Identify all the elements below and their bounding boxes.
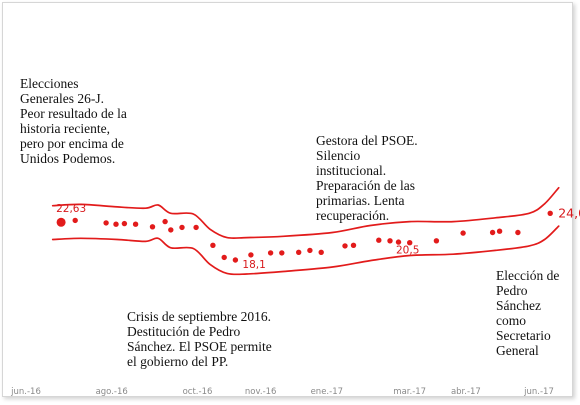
data-point — [350, 242, 357, 248]
annotation-eleccion-sanchez: Elección de Pedro Sánchez como Secretari… — [496, 268, 560, 358]
lower-band-line — [51, 225, 560, 276]
value-label: 20,5 — [396, 245, 419, 257]
data-point — [267, 250, 274, 256]
data-point — [149, 224, 156, 230]
x-tick-label: mar.-17 — [393, 387, 426, 397]
x-tick-label: ago.-16 — [96, 387, 128, 397]
data-point — [547, 210, 553, 216]
data-point — [496, 228, 503, 234]
data-point — [232, 257, 239, 263]
data-point — [121, 220, 128, 227]
data-point — [279, 250, 285, 256]
data-point — [168, 227, 174, 233]
data-point — [433, 238, 440, 244]
x-tick-label: ene.-17 — [311, 387, 343, 397]
data-point — [162, 218, 168, 225]
annotation-crisis-septiembre: Crisis de septiembre 2016. Destitución d… — [127, 309, 272, 369]
x-tick-label: jun.-16 — [10, 387, 41, 397]
value-label: 22,63 — [56, 203, 86, 215]
upper-band-line — [51, 186, 560, 240]
data-point — [103, 220, 109, 226]
data-point — [395, 239, 402, 245]
chart-frame — [2, 2, 573, 397]
value-label: 24,0 — [558, 205, 580, 220]
data-point — [307, 247, 313, 254]
data-point — [489, 229, 496, 236]
data-point — [342, 243, 348, 249]
value-label: 18,1 — [242, 259, 265, 271]
annotation-elecciones-26j: Elecciones Generales 26-J. Peor resultad… — [20, 76, 127, 166]
data-point — [56, 217, 66, 227]
data-point — [460, 230, 466, 236]
annotation-gestora-psoe: Gestora del PSOE. Silencio institucional… — [316, 133, 418, 223]
confidence-bands — [51, 186, 560, 276]
data-point — [248, 252, 254, 258]
data-point — [296, 249, 302, 255]
data-point — [179, 224, 185, 231]
x-axis-ticks: jun.-16 ago.-16 oct.-16 nov.-16 ene.-17 mar.-… — [10, 387, 554, 397]
data-point — [515, 229, 521, 236]
data-point — [407, 240, 413, 246]
data-point — [132, 221, 139, 227]
value-labels: 22,63 18,1 20,5 24,0 — [56, 203, 580, 271]
data-point — [318, 249, 324, 255]
data-point — [221, 254, 227, 261]
data-point — [113, 221, 119, 227]
data-points — [56, 210, 553, 263]
x-tick-label: abr.-17 — [451, 387, 481, 397]
data-point — [72, 217, 78, 224]
x-tick-label: nov.-16 — [245, 387, 277, 397]
data-point — [193, 224, 199, 231]
data-point — [376, 237, 382, 243]
data-point — [210, 242, 216, 248]
x-tick-label: oct.-16 — [183, 387, 213, 397]
data-point — [387, 238, 393, 244]
x-tick-label: jun.-17 — [523, 387, 554, 397]
